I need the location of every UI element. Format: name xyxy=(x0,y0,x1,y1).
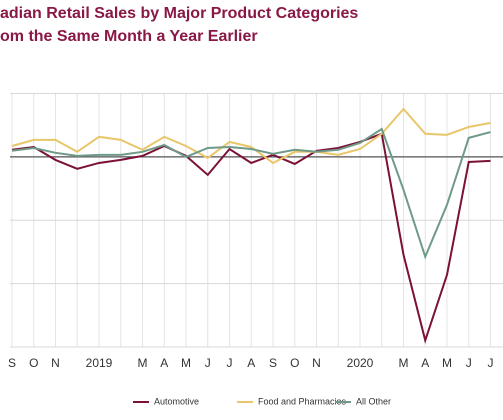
x-tick-label: M xyxy=(442,356,452,370)
x-tick-label: O xyxy=(29,356,38,370)
x-tick-label: N xyxy=(51,356,60,370)
legend-label: Automotive xyxy=(154,396,199,406)
x-tick-label: M xyxy=(138,356,148,370)
x-tick-label: A xyxy=(160,356,168,370)
x-tick-label: J xyxy=(466,356,472,370)
x-tick-label: J xyxy=(205,356,211,370)
series-line xyxy=(11,132,491,344)
x-tick-label: S xyxy=(8,356,16,370)
x-tick-label: J xyxy=(488,356,494,370)
chart-title: adian Retail Sales by Major Product Cate… xyxy=(0,5,358,22)
x-tick-label: M xyxy=(399,356,409,370)
x-tick-label: S xyxy=(269,356,277,370)
legend-label: All Other xyxy=(356,396,391,406)
x-tick-label: M xyxy=(181,356,191,370)
x-tick-label: A xyxy=(421,356,429,370)
x-tick-label: 2020 xyxy=(347,356,374,370)
legend-label: Food and Pharmacies xyxy=(258,396,347,406)
x-tick-label: N xyxy=(312,356,321,370)
series-line xyxy=(11,127,491,260)
x-tick-label: J xyxy=(227,356,233,370)
series-line xyxy=(11,107,491,165)
x-tick-label: O xyxy=(290,356,299,370)
chart-subtitle: om the Same Month a Year Earlier xyxy=(0,28,258,45)
x-tick-label: 2019 xyxy=(86,356,113,370)
x-tick-label: A xyxy=(247,356,255,370)
